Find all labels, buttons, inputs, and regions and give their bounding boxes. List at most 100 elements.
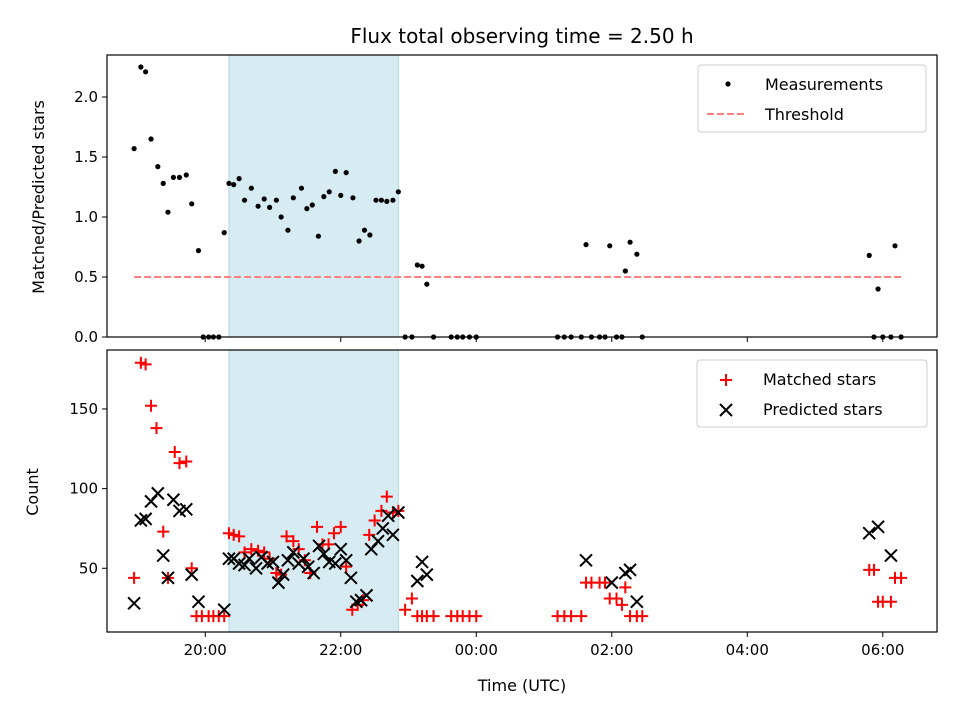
- point-1-1-25: [286, 545, 301, 560]
- point-1-1-37: [349, 595, 364, 609]
- point-0-0-38: [350, 195, 356, 201]
- point-0-0-78: [892, 243, 898, 249]
- point-0-0-33: [321, 194, 327, 200]
- point-1-1-7: [166, 493, 181, 507]
- point-1-1-56: [884, 548, 898, 563]
- point-0-0-23: [261, 196, 267, 202]
- point-1-1-35: [339, 553, 353, 568]
- point-1-1-39: [359, 588, 374, 603]
- shaded-region-0: [228, 54, 399, 338]
- point-1-1-47: [415, 555, 429, 569]
- point-1-0-20: [238, 546, 251, 559]
- axes-frame-0: [106, 54, 938, 338]
- point-1-0-28: [287, 535, 300, 548]
- y-axis-title-bottom: Count: [23, 468, 42, 516]
- point-1-1-0: [127, 596, 141, 611]
- point-0-0-36: [338, 192, 344, 198]
- point-0-0-37: [343, 170, 349, 176]
- point-0-0-28: [290, 195, 296, 201]
- point-1-1-1: [134, 513, 148, 528]
- point-1-0-57: [470, 610, 483, 623]
- point-0-0-2: [143, 69, 149, 75]
- point-1-1-45: [391, 505, 406, 520]
- point-0-0-75: [875, 286, 881, 292]
- axes-frame-1: [106, 349, 938, 633]
- point-1-0-10: [185, 562, 198, 575]
- point-1-1-50: [605, 575, 619, 590]
- point-1-1-11: [191, 595, 206, 609]
- point-1-1-4: [151, 486, 165, 501]
- point-1-1-34: [334, 542, 348, 556]
- point-0-0-6: [165, 209, 171, 215]
- point-1-0-21: [245, 543, 258, 556]
- x-tick-label-0: 20:00: [184, 641, 227, 659]
- point-1-1-48: [420, 567, 434, 582]
- point-1-0-9: [180, 455, 193, 468]
- point-0-0-45: [390, 197, 396, 203]
- legend-top: Measurements Threshold: [697, 64, 927, 133]
- legend-predicted-marker: [719, 403, 733, 417]
- point-0-0-44: [384, 198, 390, 204]
- point-0-0-73: [866, 252, 872, 258]
- point-1-0-37: [340, 560, 353, 573]
- point-1-1-16: [237, 558, 252, 572]
- point-1-0-65: [599, 576, 611, 589]
- point-1-0-4: [150, 422, 163, 435]
- point-1-0-23: [258, 546, 271, 559]
- point-1-0-16: [218, 610, 231, 623]
- legend-measurements-marker: [725, 81, 731, 87]
- point-1-0-7: [168, 445, 181, 458]
- point-0-0-50: [419, 263, 425, 269]
- point-1-0-68: [615, 598, 628, 611]
- point-1-0-8: [173, 457, 186, 470]
- point-0-0-8: [176, 174, 183, 180]
- point-0-0-9: [183, 172, 189, 178]
- point-1-0-44: [380, 490, 393, 503]
- point-1-1-44: [386, 528, 400, 542]
- point-1-1-30: [312, 539, 326, 553]
- x-tick-label-5: 06:00: [861, 641, 904, 659]
- y-tick-label-0-1: 0.5: [74, 268, 98, 286]
- point-0-0-16: [221, 230, 227, 236]
- point-1-1-54: [862, 526, 876, 540]
- x-axis-title: Time (UTC): [477, 676, 566, 695]
- point-0-0-0: [131, 146, 137, 152]
- point-1-1-17: [242, 552, 256, 566]
- point-0-0-35: [332, 168, 338, 174]
- point-0-0-30: [304, 206, 310, 212]
- point-0-0-71: [634, 251, 640, 257]
- point-1-1-46: [410, 574, 425, 588]
- point-1-0-69: [619, 581, 632, 594]
- point-1-0-0: [128, 571, 141, 584]
- point-0-0-17: [226, 180, 232, 186]
- point-0-0-5: [160, 180, 166, 186]
- point-1-1-21: [266, 555, 280, 569]
- point-0-0-62: [583, 242, 589, 248]
- point-1-0-45: [386, 506, 399, 519]
- point-0-0-26: [278, 214, 284, 220]
- y-tick-label-0-4: 2.0: [74, 88, 98, 106]
- y-tick-label-1-0: 50: [79, 559, 98, 577]
- point-1-1-6: [161, 571, 175, 585]
- point-1-0-43: [375, 504, 388, 517]
- point-1-1-55: [871, 520, 885, 534]
- point-1-0-32: [311, 520, 324, 533]
- point-0-0-24: [267, 204, 273, 210]
- point-1-1-10: [184, 567, 199, 582]
- point-0-0-69: [622, 268, 628, 274]
- point-1-1-41: [371, 534, 385, 548]
- y-tick-label-1-1: 100: [69, 480, 98, 498]
- point-1-1-36: [344, 571, 358, 585]
- point-1-0-79: [895, 571, 908, 584]
- point-1-1-18: [249, 561, 263, 575]
- point-1-1-29: [306, 566, 321, 580]
- point-0-0-42: [373, 197, 379, 203]
- point-1-1-9: [179, 502, 193, 517]
- point-1-1-27: [296, 552, 311, 566]
- point-0-0-10: [189, 201, 195, 207]
- point-1-1-12: [217, 602, 231, 617]
- point-0-0-4: [155, 164, 161, 170]
- point-0-0-70: [627, 239, 633, 245]
- point-0-0-40: [361, 227, 368, 233]
- point-1-0-47: [399, 603, 412, 616]
